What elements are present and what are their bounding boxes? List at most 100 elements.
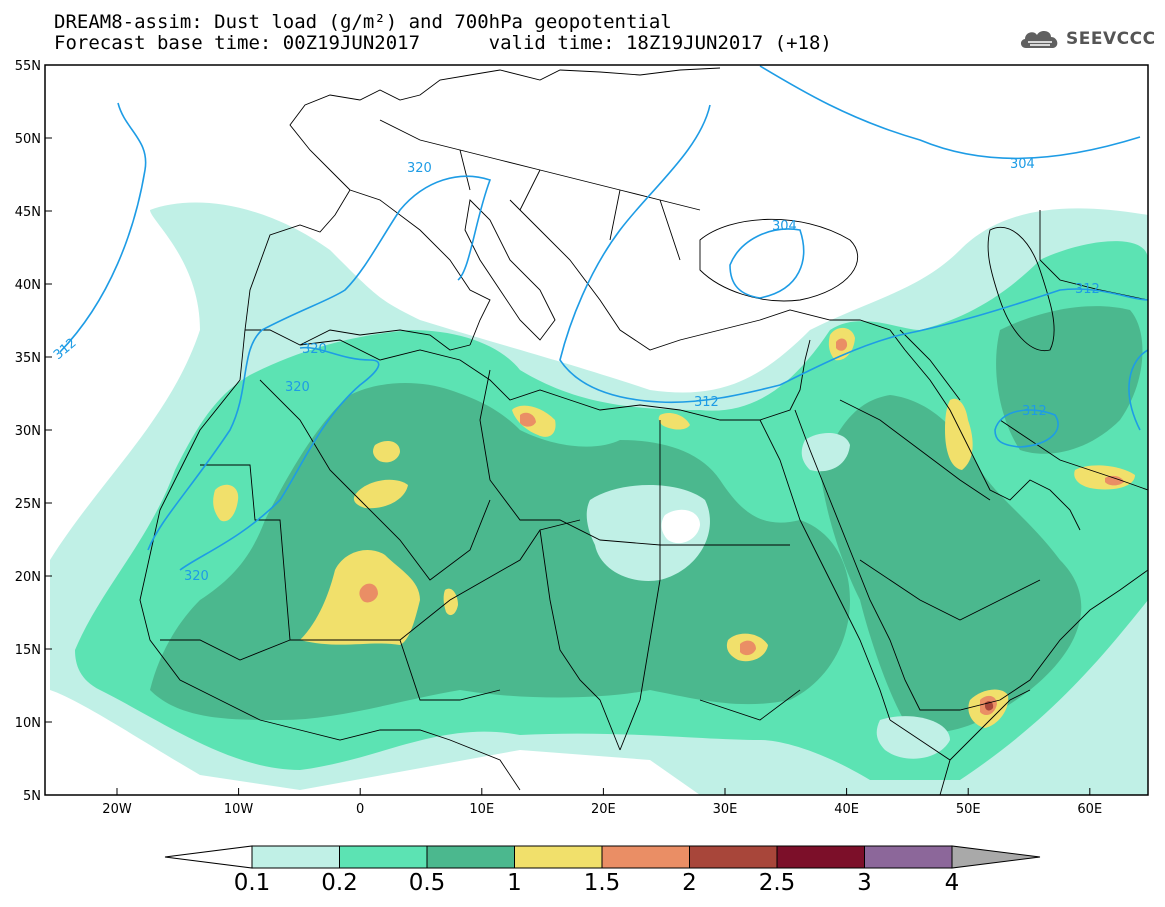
lat-tick-label: 30N (15, 424, 41, 439)
dust-area-high-3 (373, 440, 400, 463)
dust-area-high-2 (353, 479, 408, 509)
contour-320-south (179, 346, 380, 571)
forecast-time-subtitle: Forecast base time: 00Z19JUN2017 valid t… (54, 32, 832, 54)
lon-tick-label: 10W (224, 802, 254, 817)
lon-tick-label: 60E (1077, 802, 1102, 817)
contour-label: 320 (285, 380, 310, 395)
contour-312-med (559, 104, 1148, 404)
dust-area-high-1 (213, 484, 239, 522)
dust-clear-libya (586, 485, 710, 581)
dust-area-peak-1 (359, 583, 378, 603)
lat-tick-label: 15N (15, 643, 41, 658)
colorbar-segment (864, 845, 953, 869)
colorbar-label: 0.5 (408, 870, 446, 896)
colorbar-under-triangle (164, 845, 253, 869)
coastline-red-sea (759, 409, 1148, 721)
colorbar-label: 2.5 (758, 870, 796, 896)
coastline-italy (464, 199, 556, 341)
border-arabia (839, 399, 1041, 621)
lat-tick-label: 35N (15, 351, 41, 366)
lon-tick-label: 30E (713, 802, 738, 817)
border-algeria (259, 379, 491, 581)
lat-tick-label: 25N (15, 497, 41, 512)
contour-label: 320 (302, 342, 327, 357)
dust-area-high-4 (443, 588, 458, 616)
colorbar-segment (514, 845, 603, 869)
coastline-gulf (904, 349, 1148, 531)
lon-tick-label: 50E (956, 802, 981, 817)
colorbar-label: 0.2 (321, 870, 358, 896)
longitude-axis: 20W 10W 0 10E 20E 30E 40E 50E 60E (102, 788, 1102, 817)
contour-label: 312 (694, 395, 719, 410)
colorbar-segment (689, 845, 778, 869)
coastline-med-south (299, 339, 811, 421)
dust-area-peak-5 (1105, 475, 1124, 486)
lon-tick-label: 10E (469, 802, 494, 817)
coastline-black-sea (699, 218, 859, 302)
lat-tick-label: 40N (15, 278, 41, 293)
border-europe-inner (379, 119, 701, 261)
contour-label: 312 (51, 336, 80, 363)
lat-tick-label: 20N (15, 570, 41, 585)
coastline-caspian (987, 226, 1055, 352)
colorbar-label: 2 (682, 870, 697, 896)
lat-tick-label: 10N (15, 716, 41, 731)
colorbar-over-triangle (951, 845, 1041, 869)
lon-tick-label: 0 (356, 802, 364, 817)
dust-area-high-mali (300, 550, 420, 645)
seevccc-logo: SEEVCCC (1018, 26, 1156, 52)
contour-304-north (759, 65, 1141, 160)
contour-label: 304 (1010, 157, 1035, 172)
contour-label: 312 (1075, 282, 1100, 297)
dust-area-peak-2 (520, 412, 536, 427)
cloud-icon (1020, 31, 1058, 48)
colorbar-label: 4 (944, 870, 960, 896)
dust-area-dense-iran (996, 306, 1143, 454)
border-mauritania (160, 464, 291, 661)
colorbar-segment (339, 845, 428, 869)
contour-312-east (1128, 349, 1148, 431)
lat-tick-label: 45N (15, 205, 41, 220)
border-chad (539, 529, 621, 751)
logo-text: SEEVCCC (1066, 29, 1156, 49)
border-egypt-sudan (619, 544, 801, 751)
colorbar-segment (776, 845, 865, 869)
coastline-europe (244, 67, 721, 351)
dust-area-peak-3 (740, 640, 756, 656)
dust-area-dense-arabia (820, 395, 1082, 733)
coastline-north-africa (139, 329, 521, 791)
contour-304-black-sea (729, 228, 805, 299)
dust-area-high-11 (658, 413, 690, 430)
dust-area-high-8 (945, 398, 973, 470)
colorbar-segment (251, 845, 340, 869)
coastline-horn (889, 689, 1031, 795)
latitude-axis: 55N 50N 45N 40N 35N 30N 25N 20N 15N 10N 5N (15, 59, 52, 804)
coastline-balkans (509, 199, 906, 351)
country-borders (139, 67, 1148, 795)
colorbar-label: 1.5 (583, 870, 621, 896)
contour-312-west (59, 102, 147, 353)
border-libya (479, 369, 661, 546)
lon-tick-label: 40E (834, 802, 859, 817)
contour-label: 312 (1022, 404, 1047, 419)
colorbar (164, 845, 1041, 869)
colorbar-label: 3 (857, 870, 872, 896)
lat-tick-label: 5N (23, 789, 41, 804)
dust-area-peak-6 (836, 338, 848, 351)
colorbar-label: 1 (507, 870, 522, 896)
map-title: DREAM8-assim: Dust load (g/m²) and 700hP… (54, 11, 672, 33)
dust-clear-white (661, 509, 700, 544)
lat-tick-label: 55N (15, 59, 41, 74)
colorbar-label: 0.1 (233, 870, 271, 896)
geopotential-contours (59, 65, 1148, 571)
contour-label: 320 (407, 161, 432, 176)
contour-label: 304 (772, 219, 797, 234)
contour-320-main (147, 175, 492, 551)
contour-312-gulf (994, 409, 1059, 448)
lon-tick-label: 20W (102, 802, 132, 817)
colorbar-segment (426, 845, 515, 869)
lon-tick-label: 20E (591, 802, 616, 817)
dust-field (50, 202, 1148, 795)
lat-tick-label: 50N (15, 132, 41, 147)
